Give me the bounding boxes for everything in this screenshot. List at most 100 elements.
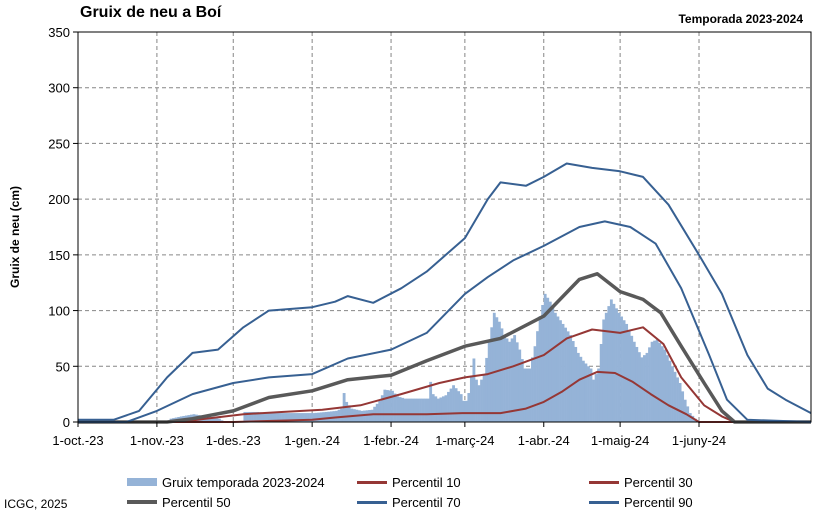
series-line-percentil-70 [78,220,812,423]
snow-depth-bar [589,368,593,422]
snow-depth-bar [566,331,570,422]
snow-depth-bar [378,400,382,422]
snow-depth-bar [472,358,476,422]
snow-depth-bar [363,410,366,422]
legend-item-p30: Percentil 30 [589,473,693,491]
legend-swatch [357,480,387,484]
snow-depth-bar [543,293,547,422]
snow-depth-bar [627,329,631,422]
legend-label: Percentil 30 [624,474,693,490]
snow-depth-bar [480,379,483,422]
snow-depth-bar [212,417,216,422]
legend-swatch [357,500,387,504]
series-line-percentil-10 [78,370,811,423]
snow-depth-bar [429,381,433,422]
snow-depth-bar [587,366,590,422]
snow-depth-bar [385,390,389,422]
snow-depth-bar [485,357,489,422]
snow-depth-bar [426,398,430,422]
y-tick-label: 350 [48,25,70,40]
snow-depth-bar [676,377,679,422]
legend-label: Percentil 90 [624,494,693,510]
snow-depth-bar [268,413,272,422]
snow-depth-bar [215,418,219,422]
legend-label: Percentil 50 [162,494,231,510]
snow-depth-bar [329,411,333,422]
snow-depth-bar [660,346,664,422]
credit: ICGC, 2025 [4,497,68,511]
snow-depth-bar [301,413,305,422]
x-tick-label: 1-nov.-23 [130,433,184,448]
snow-depth-bar [431,394,435,422]
snow-depth-bar [263,412,267,422]
snow-depth-bar [413,398,417,422]
snow-depth-bar [475,379,478,422]
snow-depth-bar [324,411,328,422]
snow-depth-bar [393,393,397,422]
snow-depth-bar [284,413,288,422]
snow-depth-bar [434,396,438,422]
snow-depth-bar [658,342,662,422]
snow-depth-bar [553,312,557,422]
snow-depth-bar [520,359,524,422]
snow-depth-bar [419,398,422,422]
x-tick-label: 1-febr.-24 [363,433,419,448]
snow-depth-bar [602,319,606,422]
legend-swatch [589,500,619,504]
snow-depth-bar [464,400,468,422]
snow-depth-bar [528,368,532,422]
snow-depth-bar [207,416,211,422]
y-tick-label: 200 [48,192,70,207]
percentile-lines [78,162,812,424]
snow-depth-bar [258,412,262,422]
snow-depth-bar [548,301,552,422]
snow-depth-bar [424,398,427,422]
snow-depth-bar [617,312,621,422]
snow-depth-bar [271,413,275,422]
snow-depth-bar [594,374,598,422]
x-tick-label: 1-oct.-23 [52,433,103,448]
snow-depth-bar [645,352,649,422]
snow-depth-bar [564,327,567,422]
snow-depth-bar [314,412,318,422]
legend-item-p70: Percentil 70 [357,493,461,511]
y-tick-label: 100 [48,304,70,319]
snow-depth-bar [273,413,277,422]
y-tick-label: 0 [63,415,70,430]
snow-depth-bar [469,375,473,422]
snow-depth-bar [279,413,282,422]
snow-depth-bar [622,320,626,422]
snow-depth-bar [322,412,326,422]
snow-depth-bar [327,411,331,422]
snow-depth-bar [604,312,608,422]
snow-depth-bar [345,401,349,422]
snow-depth-bar [401,397,405,422]
y-tick-label: 50 [56,359,70,374]
plot-background [78,32,811,422]
snow-depth-bar [650,341,654,422]
snow-depth-bar [620,316,623,422]
snow-depth-bar [671,366,674,422]
snow-depth-bar [665,355,669,422]
snow-depth-bar [365,410,369,422]
snow-depth-bar [299,413,303,422]
snow-depth-bar [487,341,491,422]
x-tick-label: 1-maig-24 [591,433,650,448]
chart-title: Gruix de neu a Boí [80,4,222,21]
snow-depth-bar [536,331,539,422]
snow-depth-bar [495,317,499,422]
snow-depth-bar [441,396,445,422]
snow-depth-bar [576,352,580,422]
legend-item-bars: Gruix temporada 2023-2024 [127,473,325,491]
snow-depth-bar [337,409,341,422]
legend-label: Percentil 70 [392,494,461,510]
snow-depth-bar [574,346,578,422]
snow-depth-bar [607,306,611,422]
snow-depth-bar [663,349,667,422]
snow-depth-bar [452,385,455,422]
snow-depth-bar [266,412,270,422]
snow-depth-bar [515,342,519,422]
snow-depth-bar [497,321,501,422]
snow-depth-bar [388,390,392,422]
